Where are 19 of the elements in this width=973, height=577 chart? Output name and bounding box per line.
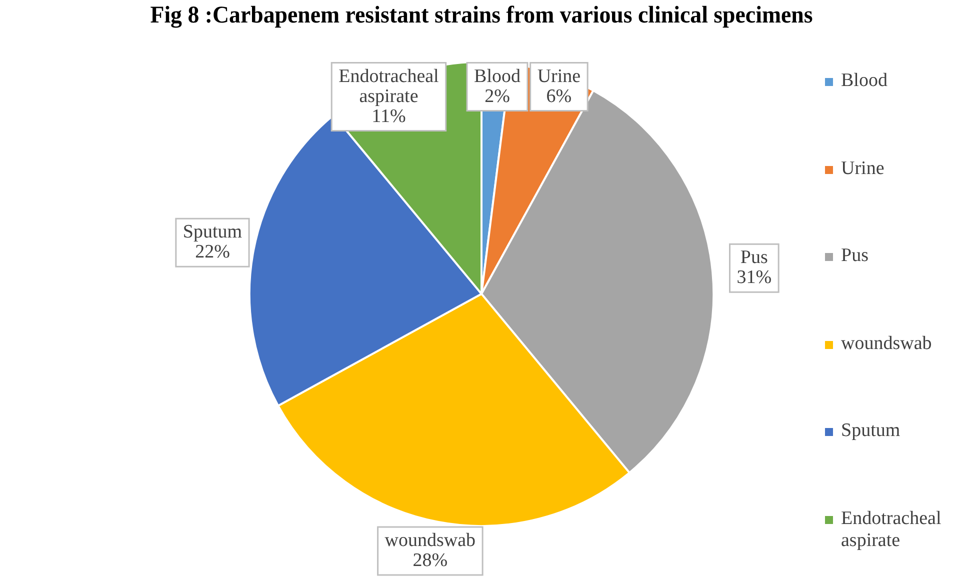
slice-label: Pus — [740, 247, 768, 268]
legend-label: Urine — [841, 158, 884, 180]
slice-label: Urine — [537, 66, 581, 87]
legend-label: Pus — [841, 245, 868, 267]
data-label: 11% — [372, 106, 406, 127]
legend-label: Sputum — [841, 420, 900, 442]
legend-label: Blood — [841, 70, 888, 92]
legend-label: Endotracheal aspirate — [841, 508, 942, 552]
slice-label: Endotracheal aspirate — [338, 66, 439, 107]
data-label: 28% — [412, 550, 448, 571]
data-label: 6% — [546, 86, 572, 107]
data-label: 31% — [736, 267, 772, 288]
slice-label: woundswab — [384, 530, 476, 551]
slice-label: Sputum — [182, 222, 242, 243]
data-label: 22% — [195, 242, 230, 263]
slice-label: Blood — [474, 66, 521, 87]
chart-title: Fig 8 :Carbapenem resistant strains from various clinical specimens — [150, 2, 813, 29]
data-label: 2% — [484, 86, 510, 107]
legend-label: woundswab — [841, 332, 932, 354]
